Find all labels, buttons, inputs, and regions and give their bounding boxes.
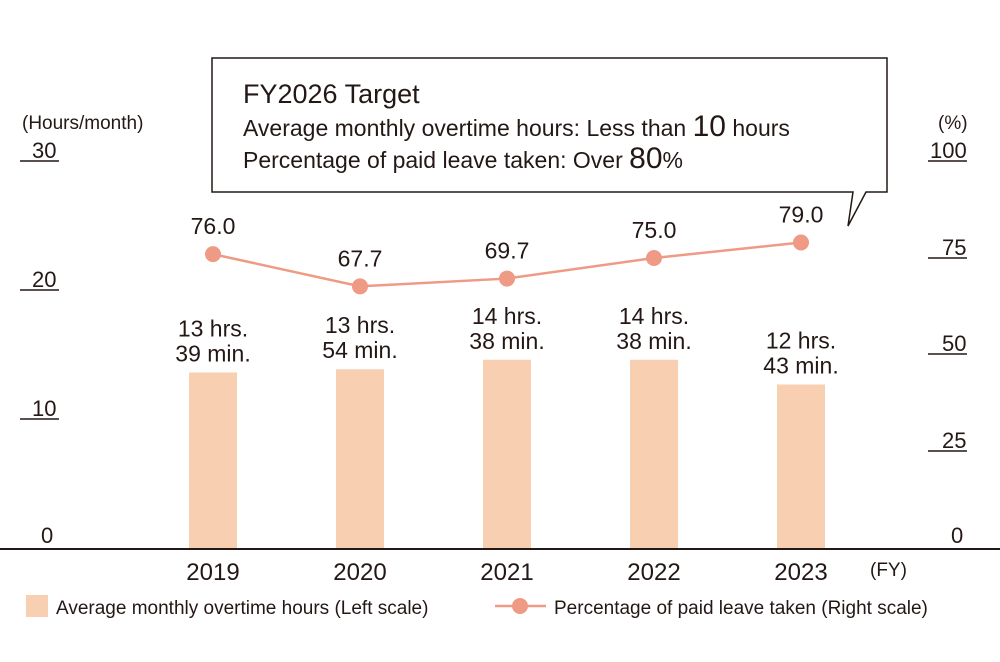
legend: Average monthly overtime hours (Left sca… xyxy=(26,595,928,619)
legend-line-label: Percentage of paid leave taken (Right sc… xyxy=(554,598,928,619)
x-axis-unit: (FY) xyxy=(870,560,907,581)
line-point xyxy=(793,234,809,251)
right-tick-label: 75 xyxy=(942,235,966,260)
x-tick-label: 2022 xyxy=(627,559,680,586)
line-data-label: 76.0 xyxy=(191,213,236,239)
left-axis-unit: (Hours/month) xyxy=(22,113,143,134)
bar-data-label: 14 hrs. 38 min. xyxy=(616,303,691,354)
line-data-labels: 76.0 67.7 69.7 75.0 79.0 xyxy=(191,201,824,271)
legend-bar-swatch xyxy=(26,595,48,617)
bar-series xyxy=(189,359,825,549)
right-axis: 100 75 50 25 0 xyxy=(928,138,967,548)
bar xyxy=(189,372,237,549)
left-axis: 30 20 10 0 xyxy=(20,138,59,548)
callout-line1-prefix: Average monthly overtime hours: Less tha… xyxy=(243,115,693,141)
bar xyxy=(336,369,384,549)
right-axis-unit: (%) xyxy=(938,113,968,134)
bar-data-label: 14 hrs. 38 min. xyxy=(469,303,544,354)
legend-bar-label: Average monthly overtime hours (Left sca… xyxy=(56,598,428,619)
right-tick-label: 50 xyxy=(942,331,966,356)
x-tick-label: 2021 xyxy=(480,559,533,586)
bar xyxy=(777,384,825,549)
left-tick-label: 10 xyxy=(32,396,56,421)
legend-line-marker xyxy=(512,598,528,614)
bar-data-label: 13 hrs. 39 min. xyxy=(175,315,250,366)
line-data-label: 79.0 xyxy=(779,201,824,227)
right-tick-label: 100 xyxy=(930,138,967,163)
callout-line2-value: 80 xyxy=(629,142,662,175)
x-tick-label: 2019 xyxy=(186,559,239,586)
line-point xyxy=(499,270,515,287)
line-series xyxy=(205,234,809,295)
target-callout: FY2026 Target Average monthly overtime h… xyxy=(211,57,888,227)
line-point xyxy=(646,250,662,266)
callout-box xyxy=(211,57,888,227)
bar-data-labels: 13 hrs. 39 min. 13 hrs. 54 min. 14 hrs. 38 mi… xyxy=(175,303,838,379)
bar-data-label: 12 hrs. 43 min. xyxy=(763,327,838,378)
bar xyxy=(630,359,678,549)
callout-line-overtime: Average monthly overtime hours: Less tha… xyxy=(243,110,790,143)
callout-title: FY2026 Target xyxy=(243,79,420,109)
line-point xyxy=(205,246,221,263)
callout-line1-suffix: hours xyxy=(726,115,790,141)
callout-line2-prefix: Percentage of paid leave taken: Over xyxy=(243,147,629,173)
left-tick-label: 20 xyxy=(32,267,56,292)
line-data-label: 67.7 xyxy=(338,245,383,271)
left-tick-label: 30 xyxy=(32,138,56,163)
callout-line-paid-leave: Percentage of paid leave taken: Over 80% xyxy=(243,142,683,175)
right-tick-label: 0 xyxy=(951,523,963,548)
x-axis-labels: 2019 2020 2021 2022 2023 xyxy=(186,559,827,586)
line-point xyxy=(352,278,368,295)
line-data-label: 75.0 xyxy=(632,217,677,243)
x-tick-label: 2023 xyxy=(774,559,827,586)
line-data-label: 69.7 xyxy=(485,238,530,264)
callout-line2-suffix: % xyxy=(663,147,683,173)
bar-data-label: 13 hrs. 54 min. xyxy=(322,312,397,363)
x-tick-label: 2020 xyxy=(333,559,386,586)
right-tick-label: 25 xyxy=(942,428,966,453)
bar xyxy=(483,359,531,549)
callout-line1-value: 10 xyxy=(693,110,726,143)
left-tick-label: 0 xyxy=(41,523,53,548)
